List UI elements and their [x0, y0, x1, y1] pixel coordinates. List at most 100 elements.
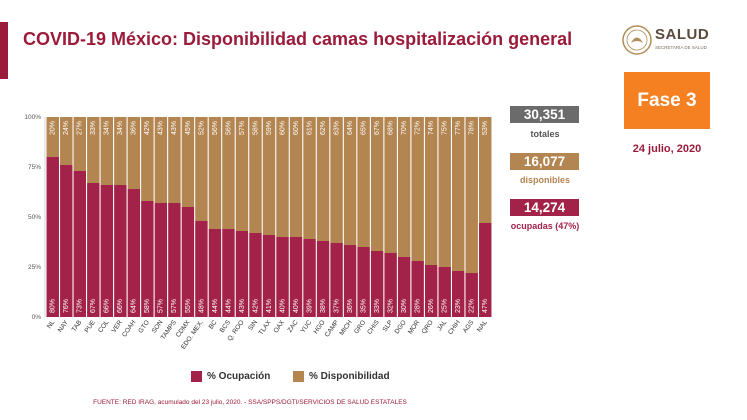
data-label-availability: 72% [415, 121, 422, 135]
data-label-availability: 34% [117, 121, 124, 135]
bar-occupancy [168, 203, 181, 317]
bar-availability [451, 117, 465, 271]
logo-subtitle: SECRETARÍA DE SALUD [655, 45, 707, 50]
occupied-beds-label: ocupadas (47%) [510, 221, 580, 231]
eagle-seal-icon [622, 25, 652, 55]
bar-availability [46, 117, 59, 157]
x-tick-label: CHIH [447, 319, 462, 336]
data-label-availability: 43% [158, 121, 165, 135]
bar-occupancy [100, 185, 114, 317]
bar-availability [87, 117, 100, 183]
x-tick-label: GRO [353, 319, 367, 335]
data-label-availability: 43% [171, 121, 178, 135]
data-label-availability: 42% [144, 121, 151, 135]
legend-swatch-occupancy [191, 370, 202, 382]
data-label-occupancy: 28% [415, 299, 422, 313]
data-label-occupancy: 25% [442, 299, 449, 313]
salud-logo: SALUD SECRETARÍA DE SALUD [621, 24, 731, 60]
bar-availability [60, 117, 73, 165]
data-label-occupancy: 30% [401, 299, 408, 313]
x-tick-label: MOR [407, 319, 422, 336]
bar-availability [316, 117, 330, 241]
x-tick-label: MICH [338, 319, 353, 337]
data-label-occupancy: 64% [131, 299, 138, 313]
legend-label-occupancy: % Ocupación [207, 370, 271, 382]
data-label-occupancy: 23% [455, 299, 462, 313]
data-label-availability: 62% [320, 121, 327, 135]
bar-occupancy [384, 253, 397, 317]
bar-availability [114, 117, 127, 185]
bar-occupancy [357, 247, 370, 317]
data-label-occupancy: 33% [374, 299, 381, 313]
x-tick-label: NL [46, 319, 57, 330]
data-label-availability: 77% [455, 121, 462, 135]
data-label-occupancy: 73% [77, 299, 84, 313]
x-tick-label: OAX [273, 319, 287, 335]
x-tick-label: QRO [421, 319, 435, 335]
y-tick-label: 75% [28, 164, 41, 171]
y-tick-label: 100% [24, 114, 41, 121]
bar-availability [370, 117, 384, 251]
x-tick-label: BC [208, 319, 219, 331]
x-tick-label: SLP [381, 319, 394, 333]
data-label-availability: 61% [306, 121, 313, 135]
bar-occupancy [370, 251, 384, 317]
data-label-occupancy: 76% [63, 299, 70, 313]
data-label-occupancy: 55% [185, 299, 192, 313]
bar-occupancy [465, 273, 478, 317]
bar-availability [235, 117, 249, 231]
bar-occupancy [208, 229, 222, 317]
x-tick-label: YUC [300, 319, 314, 335]
bar-occupancy [424, 265, 438, 317]
data-label-availability: 27% [77, 121, 84, 135]
x-tick-label: CAMP [324, 319, 341, 338]
data-label-availability: 20% [50, 121, 57, 135]
bar-occupancy [289, 237, 303, 317]
bar-availability [330, 117, 343, 243]
bar-occupancy [316, 241, 330, 317]
bar-occupancy [262, 235, 276, 317]
bar-availability [168, 117, 181, 203]
data-label-occupancy: 35% [360, 299, 367, 313]
legend-availability: % Disponibilidad [293, 369, 390, 383]
bar-occupancy [438, 267, 451, 317]
data-label-availability: 64% [347, 121, 354, 135]
data-label-occupancy: 42% [252, 299, 259, 313]
bar-availability [289, 117, 303, 237]
bar-availability [411, 117, 424, 261]
legend-swatch-availability [293, 370, 304, 382]
phase-badge: Fase 3 [624, 72, 710, 129]
bar-availability [465, 117, 478, 273]
bar-occupancy [411, 261, 424, 317]
data-label-availability: 67% [374, 121, 381, 135]
bar-occupancy [303, 239, 316, 317]
data-label-availability: 56% [225, 121, 232, 135]
data-label-availability: 33% [90, 121, 97, 135]
bar-occupancy [451, 271, 465, 317]
bar-occupancy [87, 183, 100, 317]
bar-availability [276, 117, 289, 237]
data-label-occupancy: 66% [104, 299, 111, 313]
y-tick-label: 50% [28, 214, 41, 221]
bar-availability [208, 117, 222, 229]
x-tick-label: COAH [121, 319, 138, 339]
data-label-occupancy: 58% [144, 299, 151, 313]
bar-availability [73, 117, 87, 171]
bar-occupancy [46, 157, 59, 317]
bar-occupancy [276, 237, 289, 317]
data-label-availability: 75% [442, 121, 449, 135]
bar-availability [397, 117, 411, 257]
x-tick-label: PUE [84, 319, 98, 335]
data-label-occupancy: 44% [225, 299, 232, 313]
bar-availability [262, 117, 276, 235]
logo-name: SALUD [655, 26, 710, 43]
bar-occupancy [235, 231, 249, 317]
bar-availability [222, 117, 235, 229]
data-label-availability: 59% [266, 121, 273, 135]
bar-occupancy [397, 257, 411, 317]
data-label-occupancy: 39% [306, 299, 313, 313]
bar-occupancy [343, 245, 357, 317]
legend-occupancy: % Ocupación [191, 369, 270, 383]
bar-occupancy [181, 207, 195, 317]
